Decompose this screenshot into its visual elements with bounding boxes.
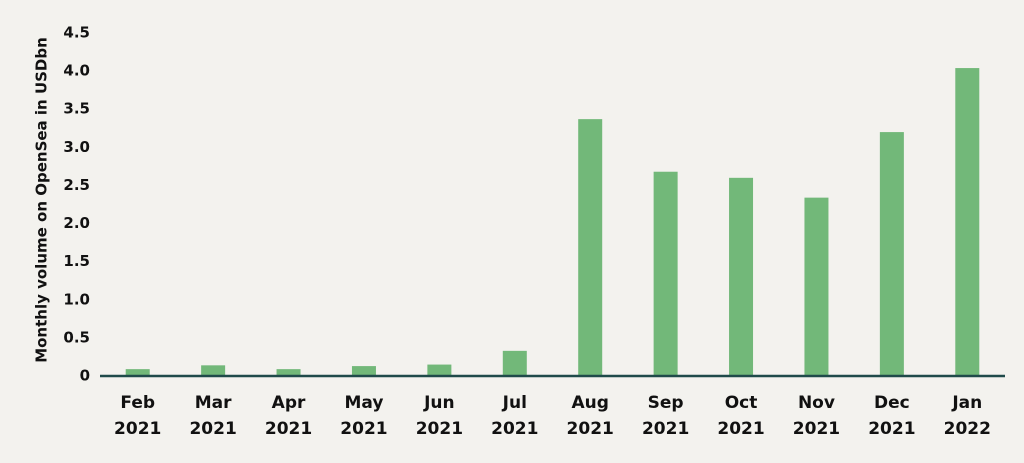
x-tick-label-line: 2021 [567,419,614,439]
y-tick-label: 3.5 [63,100,90,118]
x-tick-label-line: 2021 [717,419,764,439]
bar [125,369,150,376]
x-tick-label-line: 2021 [265,419,312,439]
x-tick-label-line: May [344,393,383,413]
y-tick-label: 2.5 [63,176,90,194]
x-tick-label-line: 2021 [114,419,161,439]
x-tick-label: Jul 2021 [491,393,538,439]
x-tick-label-line: 2021 [642,419,689,439]
x-tick-label-line: Oct [725,393,758,413]
x-tick-label-line: Sep [648,393,684,413]
x-tick-label: Jan 2022 [944,393,991,439]
y-tick-label: 1.5 [63,252,90,270]
x-tick-label-line: 2021 [868,419,915,439]
x-tick-label: Mar 2021 [189,393,236,439]
bar [578,119,603,377]
x-tick-label-line: Dec [874,393,910,413]
y-tick-label: 4.0 [63,62,90,80]
bar [653,171,678,376]
x-tick-label: Sep 2021 [642,393,689,439]
x-tick-label-line: Jun [423,393,455,413]
y-tick-label: 0 [80,367,90,385]
x-tick-label-line: 2022 [944,419,991,439]
x-tick-label-line: 2021 [416,419,463,439]
x-tick-label: Aug 2021 [567,393,614,439]
bar [955,68,980,376]
y-axis-label: Monthly volume on OpenSea in USDbn [33,37,51,363]
x-tick-label-line: Jul [502,393,527,413]
x-tick-label-line: 2021 [189,419,236,439]
bar [427,364,452,376]
bar [879,132,904,376]
x-tick-label: Oct 2021 [717,393,764,439]
x-tick-label-line: Jan [951,393,982,413]
x-tick-label-line: Feb [120,393,155,413]
bar [276,369,301,376]
bar [804,197,829,376]
x-tick-label-line: Mar [195,393,232,413]
x-tick-label-line: 2021 [491,419,538,439]
x-tick-label-line: Apr [272,393,306,413]
y-tick-label: 1.0 [63,290,90,308]
x-tick-label-line: 2021 [793,419,840,439]
bar [351,366,376,376]
bar [201,365,226,376]
x-tick-label: Apr 2021 [265,393,312,439]
bar [502,350,527,376]
x-tick-label: Nov 2021 [793,393,840,439]
y-tick-label: 2.0 [63,214,90,232]
x-tick-label-line: 2021 [340,419,387,439]
x-tick-label: Dec 2021 [868,393,915,439]
x-tick-label: May 2021 [340,393,387,439]
y-tick-label: 3.0 [63,138,90,156]
bar [729,177,754,376]
y-tick-label: 4.5 [63,24,90,42]
x-tick-label-line: Aug [571,393,608,413]
x-tick-label: Jun 2021 [416,393,463,439]
x-tick-label: Feb 2021 [114,393,161,439]
y-tick-label: 0.5 [63,328,90,346]
x-tick-label-line: Nov [798,393,835,413]
